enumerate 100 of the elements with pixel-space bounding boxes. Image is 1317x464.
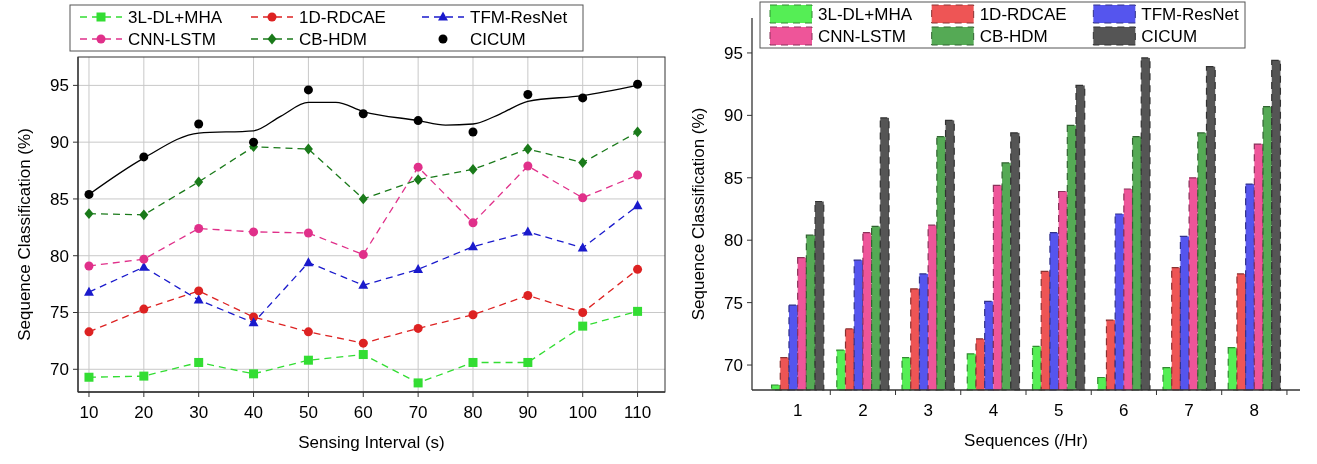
x-tick-label: 50	[298, 403, 318, 422]
point	[249, 369, 259, 379]
point	[633, 306, 643, 316]
point	[194, 357, 204, 367]
point	[303, 228, 313, 238]
y-axis-title: Sequence Classification (%)	[15, 128, 34, 341]
x-tick-label: 40	[244, 403, 264, 422]
y-tick-label: 75	[50, 303, 69, 323]
point	[84, 327, 94, 337]
point	[194, 176, 204, 188]
point	[468, 310, 478, 320]
x-tick-label: 7	[1184, 401, 1194, 420]
y-tick-label: 95	[50, 76, 69, 96]
legend-label: CB-HDM	[299, 29, 367, 49]
x-tick-label: 5	[1053, 401, 1064, 420]
point	[578, 321, 588, 331]
point	[413, 174, 423, 186]
point	[303, 143, 313, 155]
y-tick-label: 90	[50, 133, 69, 153]
x-axis-title: Sequences (/Hr)	[964, 431, 1088, 450]
y-tick-label: 95	[724, 43, 743, 63]
legend-label: 1D-RDCAE	[299, 7, 386, 27]
point	[413, 263, 424, 273]
point	[413, 323, 423, 333]
point	[84, 286, 94, 296]
point	[84, 208, 94, 220]
point	[139, 371, 149, 381]
point	[84, 372, 94, 382]
point	[413, 378, 423, 388]
point	[523, 89, 533, 99]
x-tick-label: 90	[518, 403, 538, 422]
point	[632, 200, 643, 210]
point	[303, 85, 313, 95]
point	[523, 290, 533, 300]
legend-label: 3L-DL+MHA	[818, 4, 913, 24]
point	[468, 164, 478, 175]
point	[303, 327, 313, 337]
x-tick-label: 3	[923, 401, 933, 420]
point	[193, 294, 204, 304]
point	[413, 162, 423, 172]
point	[249, 227, 259, 237]
point	[523, 161, 533, 171]
x-tick-label: 20	[134, 403, 154, 422]
legend-label: CICUM	[470, 29, 526, 49]
y-tick-label: 70	[50, 360, 69, 380]
y-axis-title: Sequence Classification (%)	[689, 107, 708, 321]
point	[303, 257, 314, 267]
x-tick-label: 10	[79, 403, 99, 422]
point	[468, 357, 478, 367]
point	[468, 218, 478, 228]
x-tick-label: 30	[189, 403, 209, 422]
point	[578, 308, 588, 318]
x-tick-label: 1	[792, 401, 803, 420]
legend-label: TFM-ResNet	[470, 7, 568, 27]
point	[358, 250, 368, 260]
point	[358, 279, 369, 289]
point	[84, 261, 94, 271]
point	[194, 119, 204, 129]
legend-label: TFM-ResNet	[1141, 4, 1239, 24]
point	[358, 338, 368, 348]
legend-label: CB-HDM	[979, 26, 1048, 46]
y-tick-label: 85	[724, 168, 743, 188]
x-tick-label: 6	[1119, 401, 1129, 420]
point	[194, 286, 204, 296]
point	[468, 241, 478, 251]
point	[139, 209, 149, 221]
point	[578, 157, 588, 169]
x-tick-label: 70	[408, 403, 428, 422]
point	[578, 193, 588, 203]
point	[358, 193, 368, 205]
point	[358, 350, 368, 360]
x-tick-label: 4	[988, 401, 999, 420]
point	[633, 126, 643, 138]
point	[194, 223, 204, 233]
point	[303, 355, 313, 365]
legend-label: CNN-LSTM	[128, 29, 216, 49]
legend-label: CICUM	[1141, 26, 1198, 46]
point	[248, 317, 259, 327]
x-tick-label: 60	[353, 403, 373, 422]
y-tick-label: 80	[50, 246, 69, 266]
point	[523, 143, 533, 155]
x-tick-label: 100	[568, 403, 597, 422]
y-tick-label: 70	[724, 355, 743, 375]
y-tick-label: 75	[724, 293, 743, 313]
point	[468, 127, 478, 137]
legend-label: 1D-RDCAE	[979, 4, 1067, 24]
point	[577, 242, 588, 252]
x-tick-label: 8	[1249, 401, 1260, 420]
point	[523, 357, 533, 367]
legend-label: 3L-DL+MHA	[128, 7, 223, 27]
x-tick-label: 2	[858, 401, 868, 420]
y-tick-label: 80	[724, 231, 743, 251]
point	[249, 137, 259, 147]
point	[139, 304, 149, 314]
x-axis-title: Sensing Interval (s)	[298, 433, 445, 452]
y-tick-label: 85	[50, 189, 69, 209]
point	[633, 264, 643, 274]
point	[633, 170, 643, 180]
point	[139, 254, 149, 264]
y-tick-label: 90	[724, 106, 743, 126]
